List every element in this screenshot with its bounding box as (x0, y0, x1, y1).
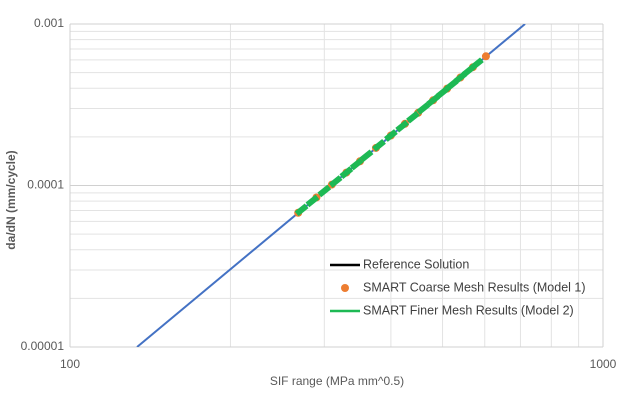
legend-marker (341, 284, 349, 292)
data-point (395, 119, 410, 133)
data-point (444, 78, 459, 92)
x-tick-label: 1000 (590, 357, 617, 371)
data-point (470, 57, 484, 71)
data-point (384, 129, 398, 142)
data-point (426, 93, 440, 107)
data-point (328, 175, 343, 188)
y-tick-label: 0.001 (34, 16, 64, 30)
grid (69, 23, 604, 348)
data-point (349, 157, 364, 171)
x-tick-label: 100 (60, 357, 80, 371)
y-tick-label: 0.00001 (21, 339, 65, 353)
data-point (481, 52, 490, 61)
data-point (317, 184, 332, 198)
data-point (416, 102, 431, 115)
legend-label: SMART Finer Mesh Results (Model 2) (363, 303, 574, 317)
data-point (359, 149, 374, 163)
legend: Reference Solution SMART Coarse Mesh Resu… (330, 257, 586, 317)
data-point (339, 166, 354, 179)
data-point (453, 71, 468, 84)
y-axis-label: da/dN (mm/cycle) (4, 150, 18, 249)
y-tick-label: 0.0001 (27, 178, 64, 192)
legend-label: Reference Solution (363, 257, 469, 271)
legend-label: SMART Coarse Mesh Results (Model 1) (363, 280, 586, 294)
data-point (372, 139, 386, 152)
plot-area (136, 24, 526, 347)
data-point (406, 110, 420, 124)
data-point (305, 194, 320, 208)
x-axis-label: SIF range (MPa mm^0.5) (270, 374, 404, 388)
data-point (294, 203, 309, 217)
data-point (435, 86, 450, 99)
